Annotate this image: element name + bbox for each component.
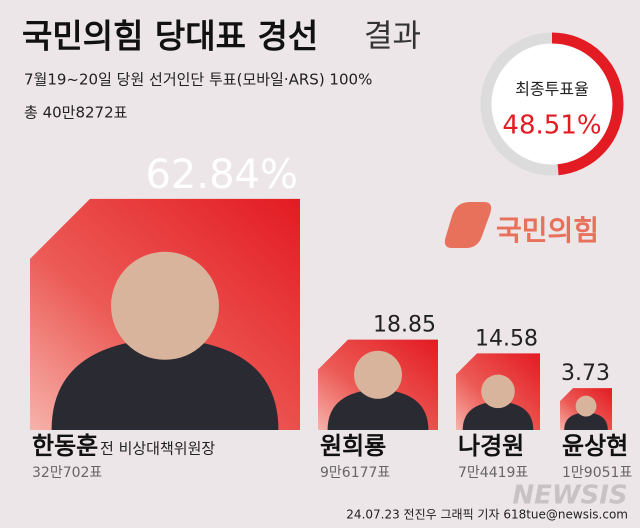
value-label: 62.84% — [145, 152, 298, 198]
credit: 24.07.23 전진우 그래픽 기자 618tue@newsis.com — [346, 508, 628, 522]
subtitle: 7월19~20일 당원 선거인단 투표(모바일·ARS) 100% — [24, 71, 372, 89]
turnout-panel — [486, 38, 618, 170]
value-label: 18.85 — [373, 313, 436, 338]
turnout-value: 48.51% — [502, 111, 601, 141]
turnout-label: 최종투표율 — [515, 80, 589, 99]
candidate-name: 나경원 — [458, 432, 524, 460]
portrait-head — [575, 395, 597, 417]
watermark: NEWSIS — [512, 481, 627, 511]
total-votes: 총 40만8272표 — [24, 104, 128, 122]
candidate-votes: 7만4419표 — [458, 465, 528, 481]
portrait-body — [51, 338, 279, 430]
candidate-name: 원희룡 — [320, 432, 386, 460]
portrait-head — [354, 350, 402, 399]
chart-title: 국민의힘 당대표 경선 — [22, 17, 318, 56]
value-label: 3.73 — [561, 361, 610, 386]
candidate-name: 윤상현 — [562, 432, 628, 460]
portrait-head — [111, 251, 219, 360]
candidate-votes: 32만702표 — [32, 465, 102, 481]
portrait-body — [462, 401, 534, 430]
party-logo-mark — [444, 202, 492, 248]
candidate-votes: 1만9051표 — [562, 465, 632, 481]
candidate-annotation: 전 비상대책위원장 — [100, 440, 215, 458]
portrait-body — [327, 389, 429, 430]
candidate-votes: 9만6177표 — [320, 465, 390, 481]
turnout-arc — [480, 32, 624, 176]
value-label: 14.58 — [475, 326, 538, 351]
party-logo: 국민의힘 — [496, 214, 599, 247]
candidate-name: 한동훈 — [32, 432, 98, 460]
chart-title-suffix: 결과 — [364, 19, 421, 55]
portrait-body — [564, 412, 608, 430]
portrait-head — [481, 374, 515, 409]
